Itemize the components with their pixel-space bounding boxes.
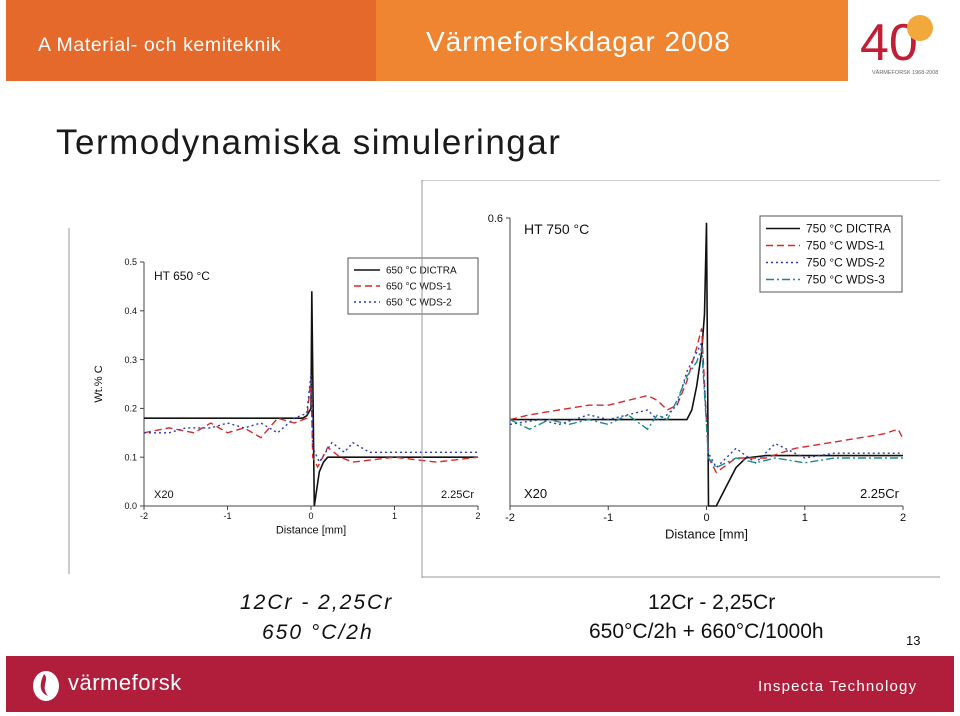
- heat-treatment-label: HT 650 °C: [154, 269, 210, 283]
- caption-left-line2: 650 °C/2h: [262, 621, 374, 644]
- x-tick-label: -1: [223, 511, 231, 521]
- y-tick-label: 0.1: [124, 452, 137, 462]
- y-tick-label: 0.2: [124, 404, 137, 414]
- series-line-2: [509, 328, 904, 474]
- logo-sun-icon: [907, 15, 933, 41]
- right-material-label: 2.25Cr: [860, 486, 900, 501]
- x-tick-label: -2: [140, 511, 148, 521]
- header-left-band: A Material- och kemiteknik: [6, 0, 376, 81]
- series-line-3: [509, 340, 903, 469]
- x-tick-label: 0: [308, 511, 313, 521]
- right-material-label: 2.25Cr: [441, 489, 474, 501]
- x-tick-label: -2: [505, 512, 515, 524]
- x-tick-label: 2: [475, 511, 480, 521]
- series-line-3: [144, 374, 478, 464]
- y-tick-label: 0.6: [488, 213, 503, 225]
- series-line-2: [143, 379, 479, 469]
- legend-label-2: 650 °C WDS-1: [386, 282, 452, 293]
- header-event-title: Värmeforskdagar 2008: [426, 26, 731, 57]
- x-tick-label: 2: [900, 512, 906, 524]
- series-line-4: [509, 347, 903, 469]
- chart-650c: -2 -1 0 1 2 0.0 0.1 0.2 0.3 0.4 0.5 Distance [mm] Wt…: [68, 228, 481, 574]
- caption-left-line1: 12Cr - 2,25Cr: [240, 591, 394, 614]
- y-tick-label: 0.4: [124, 306, 137, 316]
- x-tick-label: 0: [703, 512, 709, 524]
- footer-company: Inspecta Technology: [758, 678, 918, 695]
- series-line-1: [144, 291, 478, 507]
- left-material-label: X20: [524, 486, 547, 501]
- y-tick-label: 0.3: [124, 355, 137, 365]
- legend-label-1: 750 °C DICTRA: [806, 222, 891, 236]
- x-tick-label: -1: [603, 512, 613, 524]
- x-tick-label: 1: [392, 511, 397, 521]
- legend-label-3: 750 °C WDS-2: [806, 256, 885, 270]
- footer-brand: värmeforsk: [68, 670, 182, 695]
- legend-label-2: 750 °C WDS-1: [806, 239, 885, 253]
- x-axis-label: Distance [mm]: [665, 527, 748, 542]
- chart-750c: -2 -1 0 1 2 0.6 Distance [mm] HT 750 °C X20 2.25C…: [421, 180, 940, 578]
- header-center-band: Värmeforskdagar 2008: [376, 0, 848, 81]
- varmeforsk-flame-icon: [33, 671, 59, 701]
- footer-band: värmeforsk Inspecta Technology: [6, 656, 954, 712]
- legend-label-3: 650 °C WDS-2: [386, 298, 452, 309]
- y-tick-label: 0.0: [124, 501, 137, 511]
- series-line-1: [510, 222, 903, 507]
- caption-right-line2: 650°C/2h + 660°C/1000h: [589, 620, 824, 643]
- logo-caption: VÄRMEFORSK 1968-2008: [872, 69, 938, 76]
- slide-title: Termodynamiska simuleringar: [56, 123, 562, 162]
- y-tick-label: 0.5: [124, 257, 137, 267]
- x-tick-label: 1: [802, 512, 808, 524]
- caption-right-line1: 12Cr - 2,25Cr: [648, 591, 776, 614]
- x-axis-label: Distance [mm]: [276, 524, 346, 536]
- y-axis-label: Wt.% C: [93, 365, 105, 402]
- legend-label-4: 750 °C WDS-3: [806, 273, 885, 287]
- header-department: A Material- och kemiteknik: [38, 34, 282, 56]
- left-material-label: X20: [154, 489, 174, 501]
- anniversary-logo: 40 VÄRMEFORSK 1968-2008: [860, 14, 938, 76]
- page-number: 13: [906, 633, 921, 648]
- heat-treatment-label: HT 750 °C: [524, 221, 589, 237]
